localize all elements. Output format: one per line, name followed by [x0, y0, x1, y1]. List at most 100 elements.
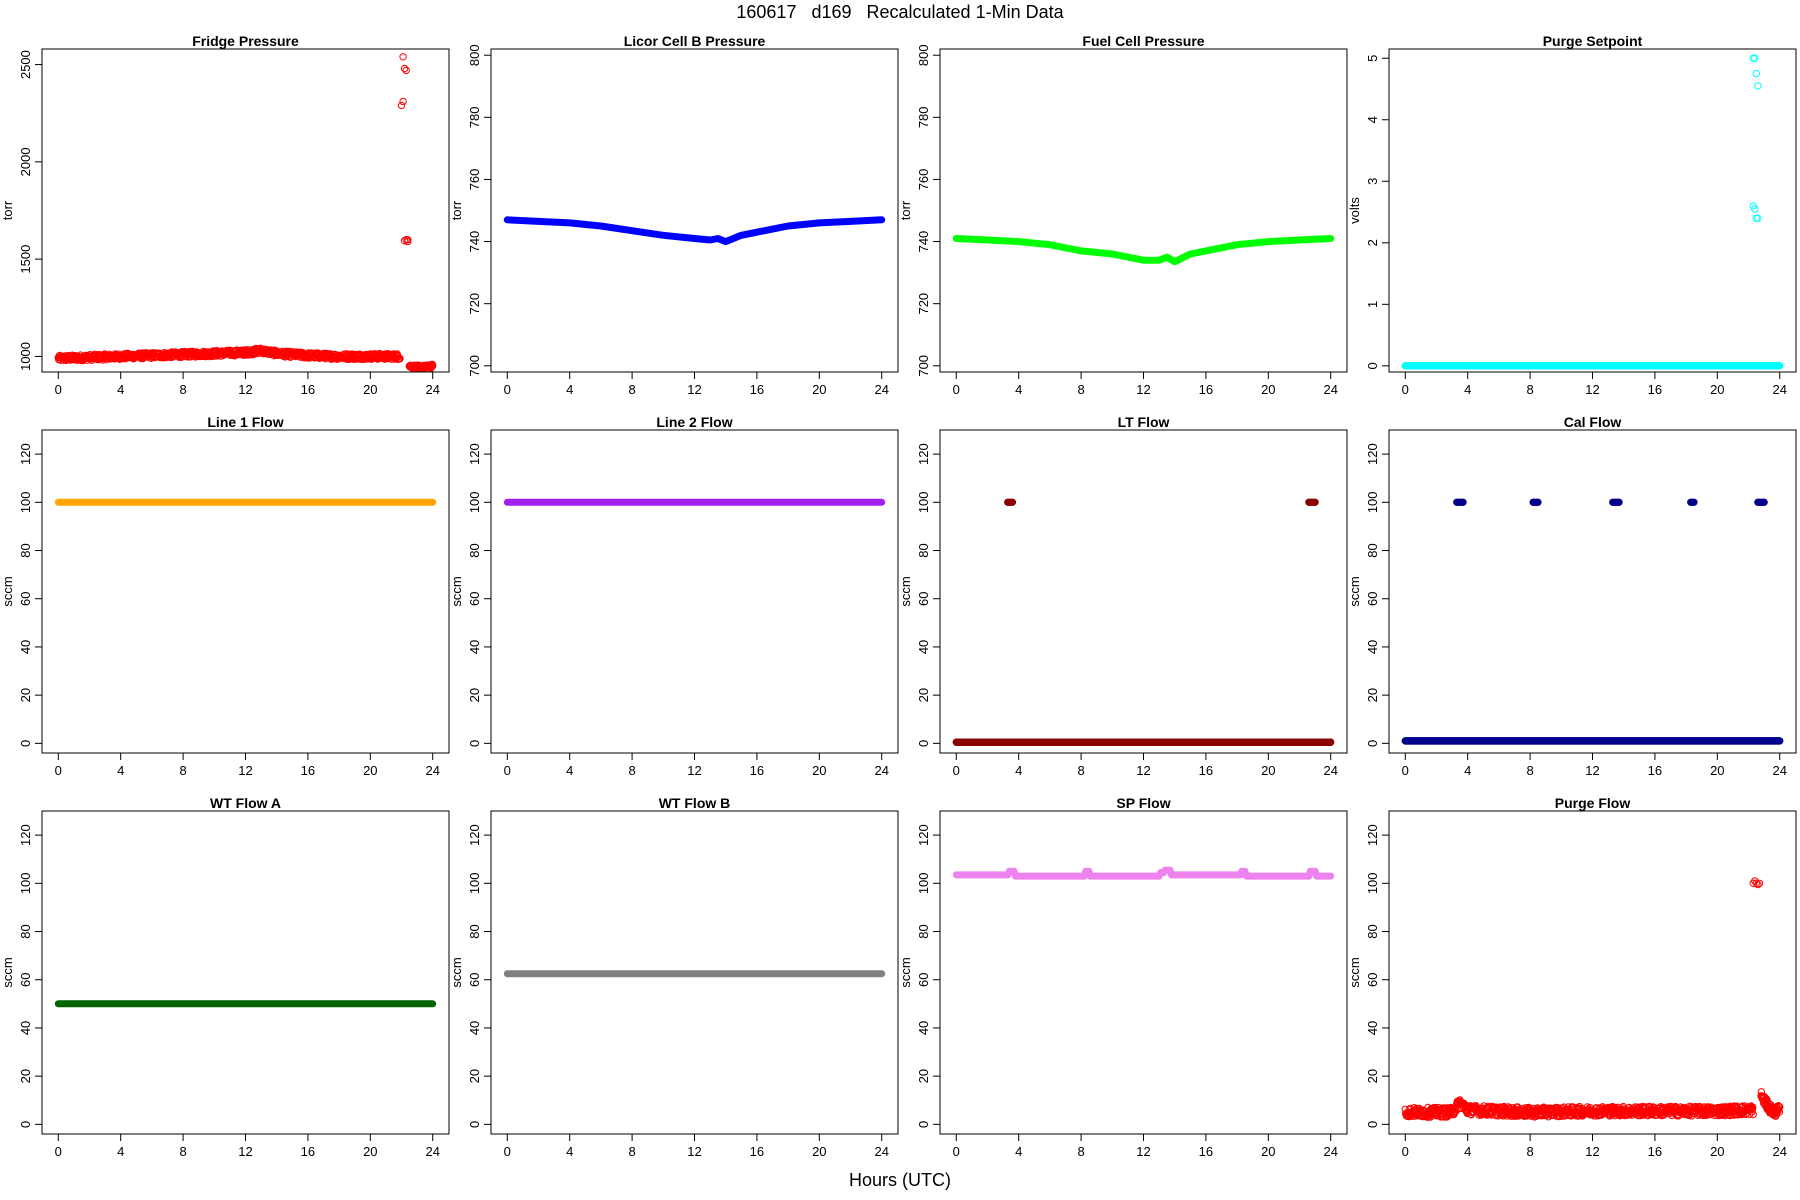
y-tick-label: 20: [916, 688, 931, 702]
x-tick-label: 16: [1648, 763, 1662, 778]
y-tick-label: 20: [916, 1069, 931, 1083]
y-tick-label: 0: [467, 740, 482, 747]
y-tick-label: 120: [1365, 443, 1380, 465]
x-tick-label: 16: [750, 763, 764, 778]
data-series-group: [1401, 54, 1784, 370]
y-axis-label: sccm: [449, 957, 464, 987]
y-tick-label: 20: [18, 688, 33, 702]
x-tick-label: 20: [812, 1144, 826, 1159]
chart-title: Licor Cell B Pressure: [624, 33, 766, 49]
x-tick-label: 4: [1015, 763, 1022, 778]
data-point: [397, 101, 406, 110]
plot-frame: [41, 48, 450, 373]
data-point: [427, 363, 436, 372]
x-tick-label: 24: [874, 382, 888, 397]
y-tick-label: 60: [18, 591, 33, 605]
x-tick-label: 0: [55, 763, 62, 778]
x-tick-label: 4: [117, 763, 124, 778]
data-point: [1776, 362, 1784, 370]
y-tick-label: 100: [18, 872, 33, 894]
plot-frame: [41, 810, 450, 1135]
y-tick-label: 740: [467, 231, 482, 253]
x-tick-label: 20: [1710, 763, 1724, 778]
x-tick-label: 24: [425, 763, 439, 778]
x-tick-label: 0: [953, 1144, 960, 1159]
y-tick-label: 2: [1365, 239, 1380, 246]
data-point: [1690, 498, 1698, 506]
x-tick-label: 12: [687, 382, 701, 397]
data-point: [1615, 498, 1623, 506]
y-tick-label: 40: [467, 640, 482, 654]
y-axis-label: torr: [0, 200, 15, 220]
y-tick-label: 1: [1365, 301, 1380, 308]
data-point: [399, 97, 407, 106]
y-tick-label: 60: [916, 591, 931, 605]
chart-title: SP Flow: [1116, 795, 1170, 811]
data-point: [400, 64, 409, 73]
x-tick-label: 12: [1585, 763, 1599, 778]
y-tick-label: 100: [467, 491, 482, 513]
x-tick-label: 16: [1199, 382, 1213, 397]
data-point: [1752, 69, 1761, 78]
x-tick-label: 0: [55, 382, 62, 397]
y-tick-label: 700: [916, 355, 931, 377]
y-tick-label: 0: [916, 740, 931, 747]
x-tick-label: 8: [179, 1144, 186, 1159]
x-tick-label: 16: [301, 763, 315, 778]
data-point: [402, 66, 410, 75]
x-tick-label: 4: [117, 382, 124, 397]
x-tick-label: 24: [425, 382, 439, 397]
y-tick-label: 40: [916, 640, 931, 654]
x-tick-label: 8: [1526, 382, 1533, 397]
x-tick-label: 16: [301, 1144, 315, 1159]
x-tick-label: 20: [1710, 382, 1724, 397]
y-tick-label: 760: [467, 169, 482, 191]
x-tick-label: 24: [1323, 382, 1337, 397]
x-tick-label: 24: [1323, 763, 1337, 778]
x-tick-label: 8: [1526, 763, 1533, 778]
plot-frame: [490, 429, 899, 754]
chart-title: Fuel Cell Pressure: [1082, 33, 1204, 49]
x-tick-label: 12: [238, 1144, 252, 1159]
y-tick-label: 120: [916, 824, 931, 846]
y-tick-label: 60: [467, 972, 482, 986]
x-tick-label: 8: [179, 382, 186, 397]
y-tick-label: 80: [18, 543, 33, 557]
x-tick-label: 16: [301, 382, 315, 397]
y-tick-label: 40: [916, 1021, 931, 1035]
y-axis-label: sccm: [0, 576, 15, 606]
y-tick-label: 720: [467, 293, 482, 315]
chart-title: Line 1 Flow: [207, 414, 283, 430]
figure-title: 160617 d169 Recalculated 1-Min Data: [736, 2, 1064, 22]
x-tick-label: 24: [874, 1144, 888, 1159]
series-line: [503, 216, 886, 246]
x-tick-label: 4: [1464, 763, 1471, 778]
y-tick-label: 60: [467, 591, 482, 605]
y-tick-label: 780: [916, 106, 931, 128]
plot-frame: [939, 48, 1348, 373]
x-tick-label: 12: [687, 1144, 701, 1159]
data-point: [1754, 214, 1762, 222]
data-point: [1008, 498, 1017, 506]
y-tick-label: 80: [18, 924, 33, 938]
x-tick-label: 0: [953, 763, 960, 778]
y-tick-label: 780: [467, 106, 482, 128]
chart-title: Fridge Pressure: [192, 33, 299, 49]
plot-frame: [1388, 429, 1797, 754]
x-tick-label: 8: [1077, 1144, 1084, 1159]
y-axis-label: sccm: [898, 576, 913, 606]
x-tick-label: 24: [1772, 763, 1786, 778]
y-tick-label: 60: [18, 972, 33, 986]
y-axis-label: sccm: [1347, 576, 1362, 606]
x-tick-label: 4: [566, 763, 573, 778]
x-tick-label: 8: [179, 763, 186, 778]
x-tick-label: 20: [363, 1144, 377, 1159]
